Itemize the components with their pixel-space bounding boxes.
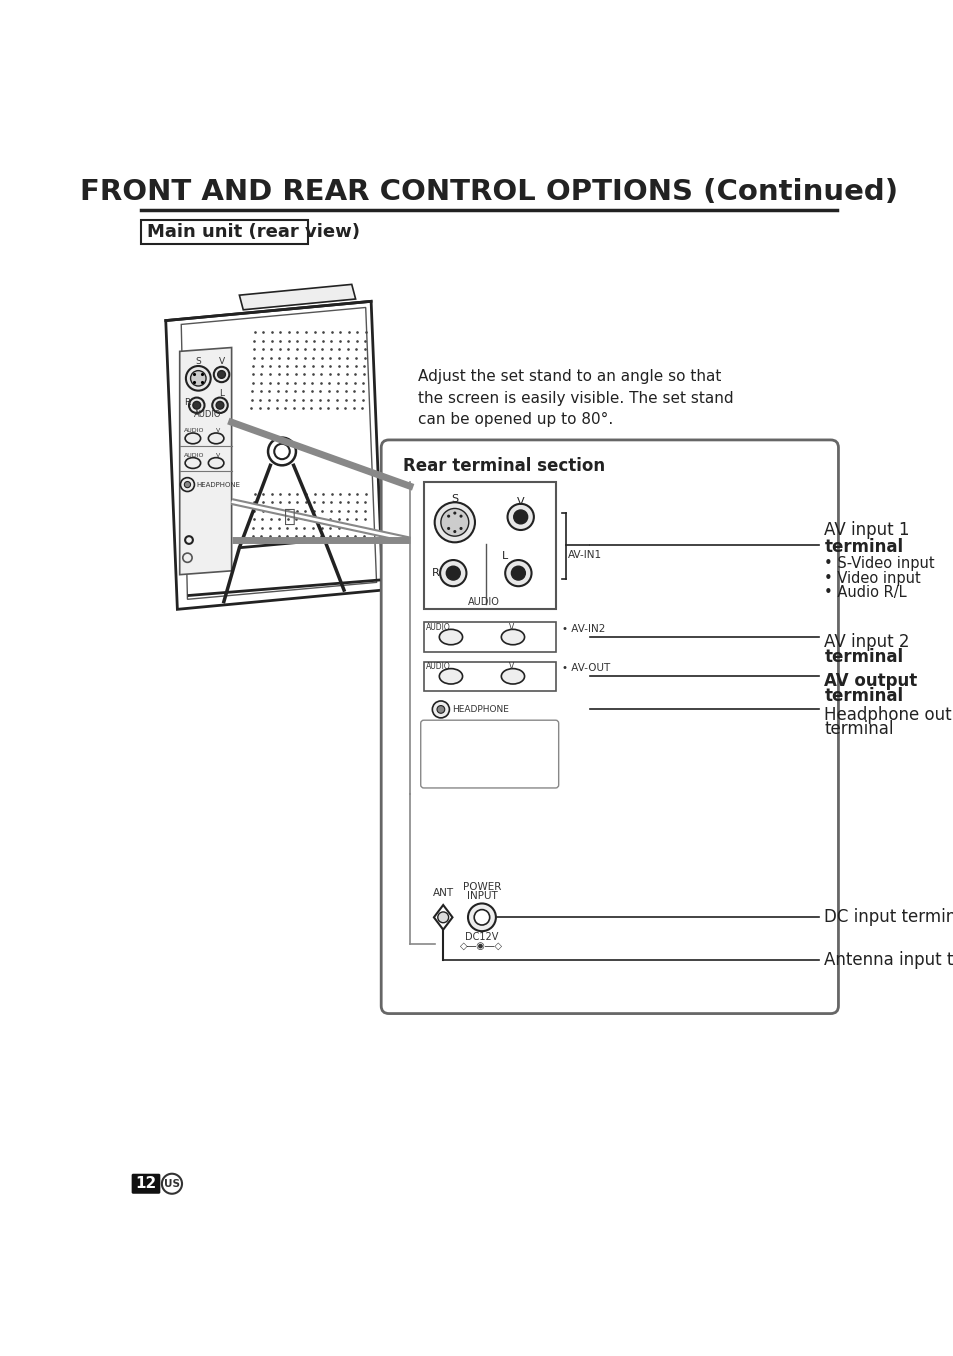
Circle shape bbox=[437, 913, 448, 922]
FancyBboxPatch shape bbox=[423, 483, 555, 609]
Circle shape bbox=[213, 366, 229, 382]
Text: AV output: AV output bbox=[823, 673, 917, 690]
Text: • Video input: • Video input bbox=[823, 571, 921, 586]
Circle shape bbox=[459, 527, 462, 530]
Circle shape bbox=[180, 477, 194, 491]
Ellipse shape bbox=[208, 433, 224, 443]
Text: 12: 12 bbox=[135, 1176, 157, 1191]
Circle shape bbox=[186, 366, 211, 391]
Text: ⤩: ⤩ bbox=[284, 507, 295, 526]
Circle shape bbox=[191, 370, 206, 386]
Text: Main unit (rear view): Main unit (rear view) bbox=[147, 222, 360, 241]
Circle shape bbox=[435, 502, 475, 542]
Ellipse shape bbox=[439, 629, 462, 644]
Text: L: L bbox=[501, 551, 508, 561]
FancyBboxPatch shape bbox=[141, 220, 307, 244]
Text: DC input terminal: DC input terminal bbox=[823, 909, 953, 926]
Ellipse shape bbox=[500, 669, 524, 683]
Text: L: L bbox=[219, 389, 224, 399]
Circle shape bbox=[453, 511, 456, 515]
Circle shape bbox=[505, 560, 531, 586]
Text: V: V bbox=[218, 358, 224, 366]
Text: • S-Video input: • S-Video input bbox=[823, 556, 934, 571]
Polygon shape bbox=[179, 347, 232, 575]
Text: • AV-OUT: • AV-OUT bbox=[561, 663, 609, 673]
Ellipse shape bbox=[500, 629, 524, 644]
Text: ANT: ANT bbox=[432, 888, 454, 898]
Text: AUDIO: AUDIO bbox=[426, 662, 451, 671]
Text: Antenna input terminal: Antenna input terminal bbox=[823, 951, 953, 968]
FancyBboxPatch shape bbox=[132, 1174, 160, 1193]
Text: Rear terminal section: Rear terminal section bbox=[402, 457, 604, 475]
Text: terminal: terminal bbox=[823, 648, 902, 666]
Circle shape bbox=[193, 401, 200, 410]
Text: R: R bbox=[184, 399, 191, 407]
Text: Adjust the set stand to an angle so that
the screen is easily visible. The set s: Adjust the set stand to an angle so that… bbox=[417, 369, 733, 427]
Circle shape bbox=[511, 567, 525, 580]
Text: V: V bbox=[509, 622, 514, 632]
Text: AUDIO: AUDIO bbox=[184, 453, 205, 458]
Text: AUDIO: AUDIO bbox=[193, 410, 221, 419]
Text: R: R bbox=[431, 568, 439, 578]
Text: terminal: terminal bbox=[823, 720, 893, 738]
Text: V: V bbox=[216, 453, 220, 458]
FancyBboxPatch shape bbox=[420, 720, 558, 788]
Circle shape bbox=[446, 567, 459, 580]
Text: terminal: terminal bbox=[823, 687, 902, 705]
Circle shape bbox=[436, 705, 444, 713]
Text: DC12V: DC12V bbox=[465, 932, 498, 941]
Polygon shape bbox=[166, 301, 382, 609]
FancyBboxPatch shape bbox=[423, 622, 555, 652]
FancyBboxPatch shape bbox=[423, 662, 555, 692]
Circle shape bbox=[453, 530, 456, 533]
Text: V: V bbox=[216, 428, 220, 433]
Polygon shape bbox=[239, 285, 355, 309]
Text: HEADPHONE: HEADPHONE bbox=[196, 481, 240, 488]
Circle shape bbox=[189, 397, 204, 414]
Ellipse shape bbox=[185, 457, 200, 468]
Text: S: S bbox=[195, 358, 201, 366]
Text: AV-IN1: AV-IN1 bbox=[567, 551, 601, 560]
Text: V: V bbox=[509, 662, 514, 671]
Text: AUDIO: AUDIO bbox=[426, 622, 451, 632]
Circle shape bbox=[440, 508, 468, 536]
Text: INPUT: INPUT bbox=[466, 891, 497, 900]
Text: V: V bbox=[517, 496, 524, 507]
Text: AUDIO: AUDIO bbox=[468, 597, 499, 606]
Text: US: US bbox=[164, 1178, 180, 1189]
Circle shape bbox=[184, 481, 191, 488]
Circle shape bbox=[507, 504, 534, 530]
Text: AV input 1: AV input 1 bbox=[823, 521, 909, 538]
Text: HEADPHONE: HEADPHONE bbox=[452, 705, 508, 713]
Circle shape bbox=[432, 701, 449, 717]
Circle shape bbox=[468, 903, 496, 932]
Text: POWER: POWER bbox=[462, 881, 500, 891]
Circle shape bbox=[447, 515, 450, 518]
Circle shape bbox=[216, 401, 224, 410]
Circle shape bbox=[439, 560, 466, 586]
Polygon shape bbox=[434, 904, 452, 930]
Text: S: S bbox=[451, 494, 457, 504]
Ellipse shape bbox=[439, 669, 462, 683]
Text: Headphone output: Headphone output bbox=[823, 705, 953, 724]
Ellipse shape bbox=[185, 433, 200, 443]
Text: AV input 2: AV input 2 bbox=[823, 633, 909, 651]
Text: FRONT AND REAR CONTROL OPTIONS (Continued): FRONT AND REAR CONTROL OPTIONS (Continue… bbox=[80, 178, 897, 206]
Text: AUDIO: AUDIO bbox=[184, 428, 205, 433]
Text: ◇―◉―◇: ◇―◉―◇ bbox=[460, 941, 503, 951]
Circle shape bbox=[513, 510, 527, 523]
Circle shape bbox=[212, 397, 228, 414]
Ellipse shape bbox=[208, 457, 224, 468]
Circle shape bbox=[217, 370, 225, 378]
Text: • Audio R/L: • Audio R/L bbox=[823, 586, 906, 601]
Circle shape bbox=[447, 527, 450, 530]
Circle shape bbox=[459, 515, 462, 518]
FancyBboxPatch shape bbox=[381, 439, 838, 1013]
Circle shape bbox=[474, 910, 489, 925]
Text: terminal: terminal bbox=[823, 538, 902, 556]
Text: • AV-IN2: • AV-IN2 bbox=[561, 624, 604, 633]
